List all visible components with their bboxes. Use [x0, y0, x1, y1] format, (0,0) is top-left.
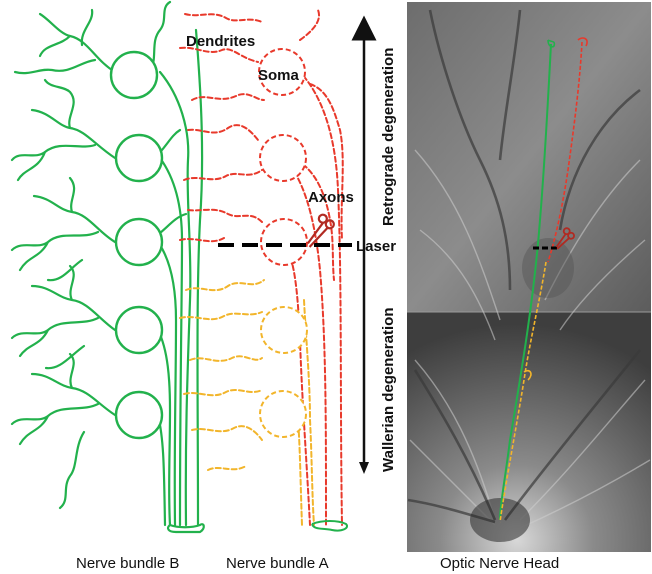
laser-label: Laser — [356, 238, 396, 255]
axons-label: Axons — [308, 189, 354, 206]
soma-label: Soma — [258, 67, 300, 84]
retrograde-neurons-bundle-a — [179, 9, 344, 526]
retrograde-label: Retrograde degeneration — [380, 48, 397, 226]
wallerian-neurons-bundle-a — [179, 279, 315, 526]
bundle-a-tie — [311, 520, 348, 532]
scissors-icon — [306, 213, 335, 248]
traced-wallerian-axon — [499, 261, 547, 523]
traced-intact-axon — [499, 43, 552, 521]
bundle-a-label: Nerve bundle A — [226, 555, 329, 572]
intact-neurons-bundle-b — [10, 0, 205, 534]
bundle-b-label: Nerve bundle B — [76, 555, 179, 572]
schematic-panel: Dendrites Soma Axons Laser Retrograde de… — [10, 0, 397, 572]
arrow-head-down — [359, 462, 369, 474]
fundus-image-panel: Optic Nerve Head — [407, 2, 651, 572]
fundus-scissors-icon — [555, 227, 575, 250]
optic-nerve-head-label: Optic Nerve Head — [440, 555, 559, 572]
dendrites-label: Dendrites — [186, 33, 255, 50]
wallerian-label: Wallerian degeneration — [380, 308, 397, 472]
traced-retrograde-axon — [547, 41, 583, 263]
